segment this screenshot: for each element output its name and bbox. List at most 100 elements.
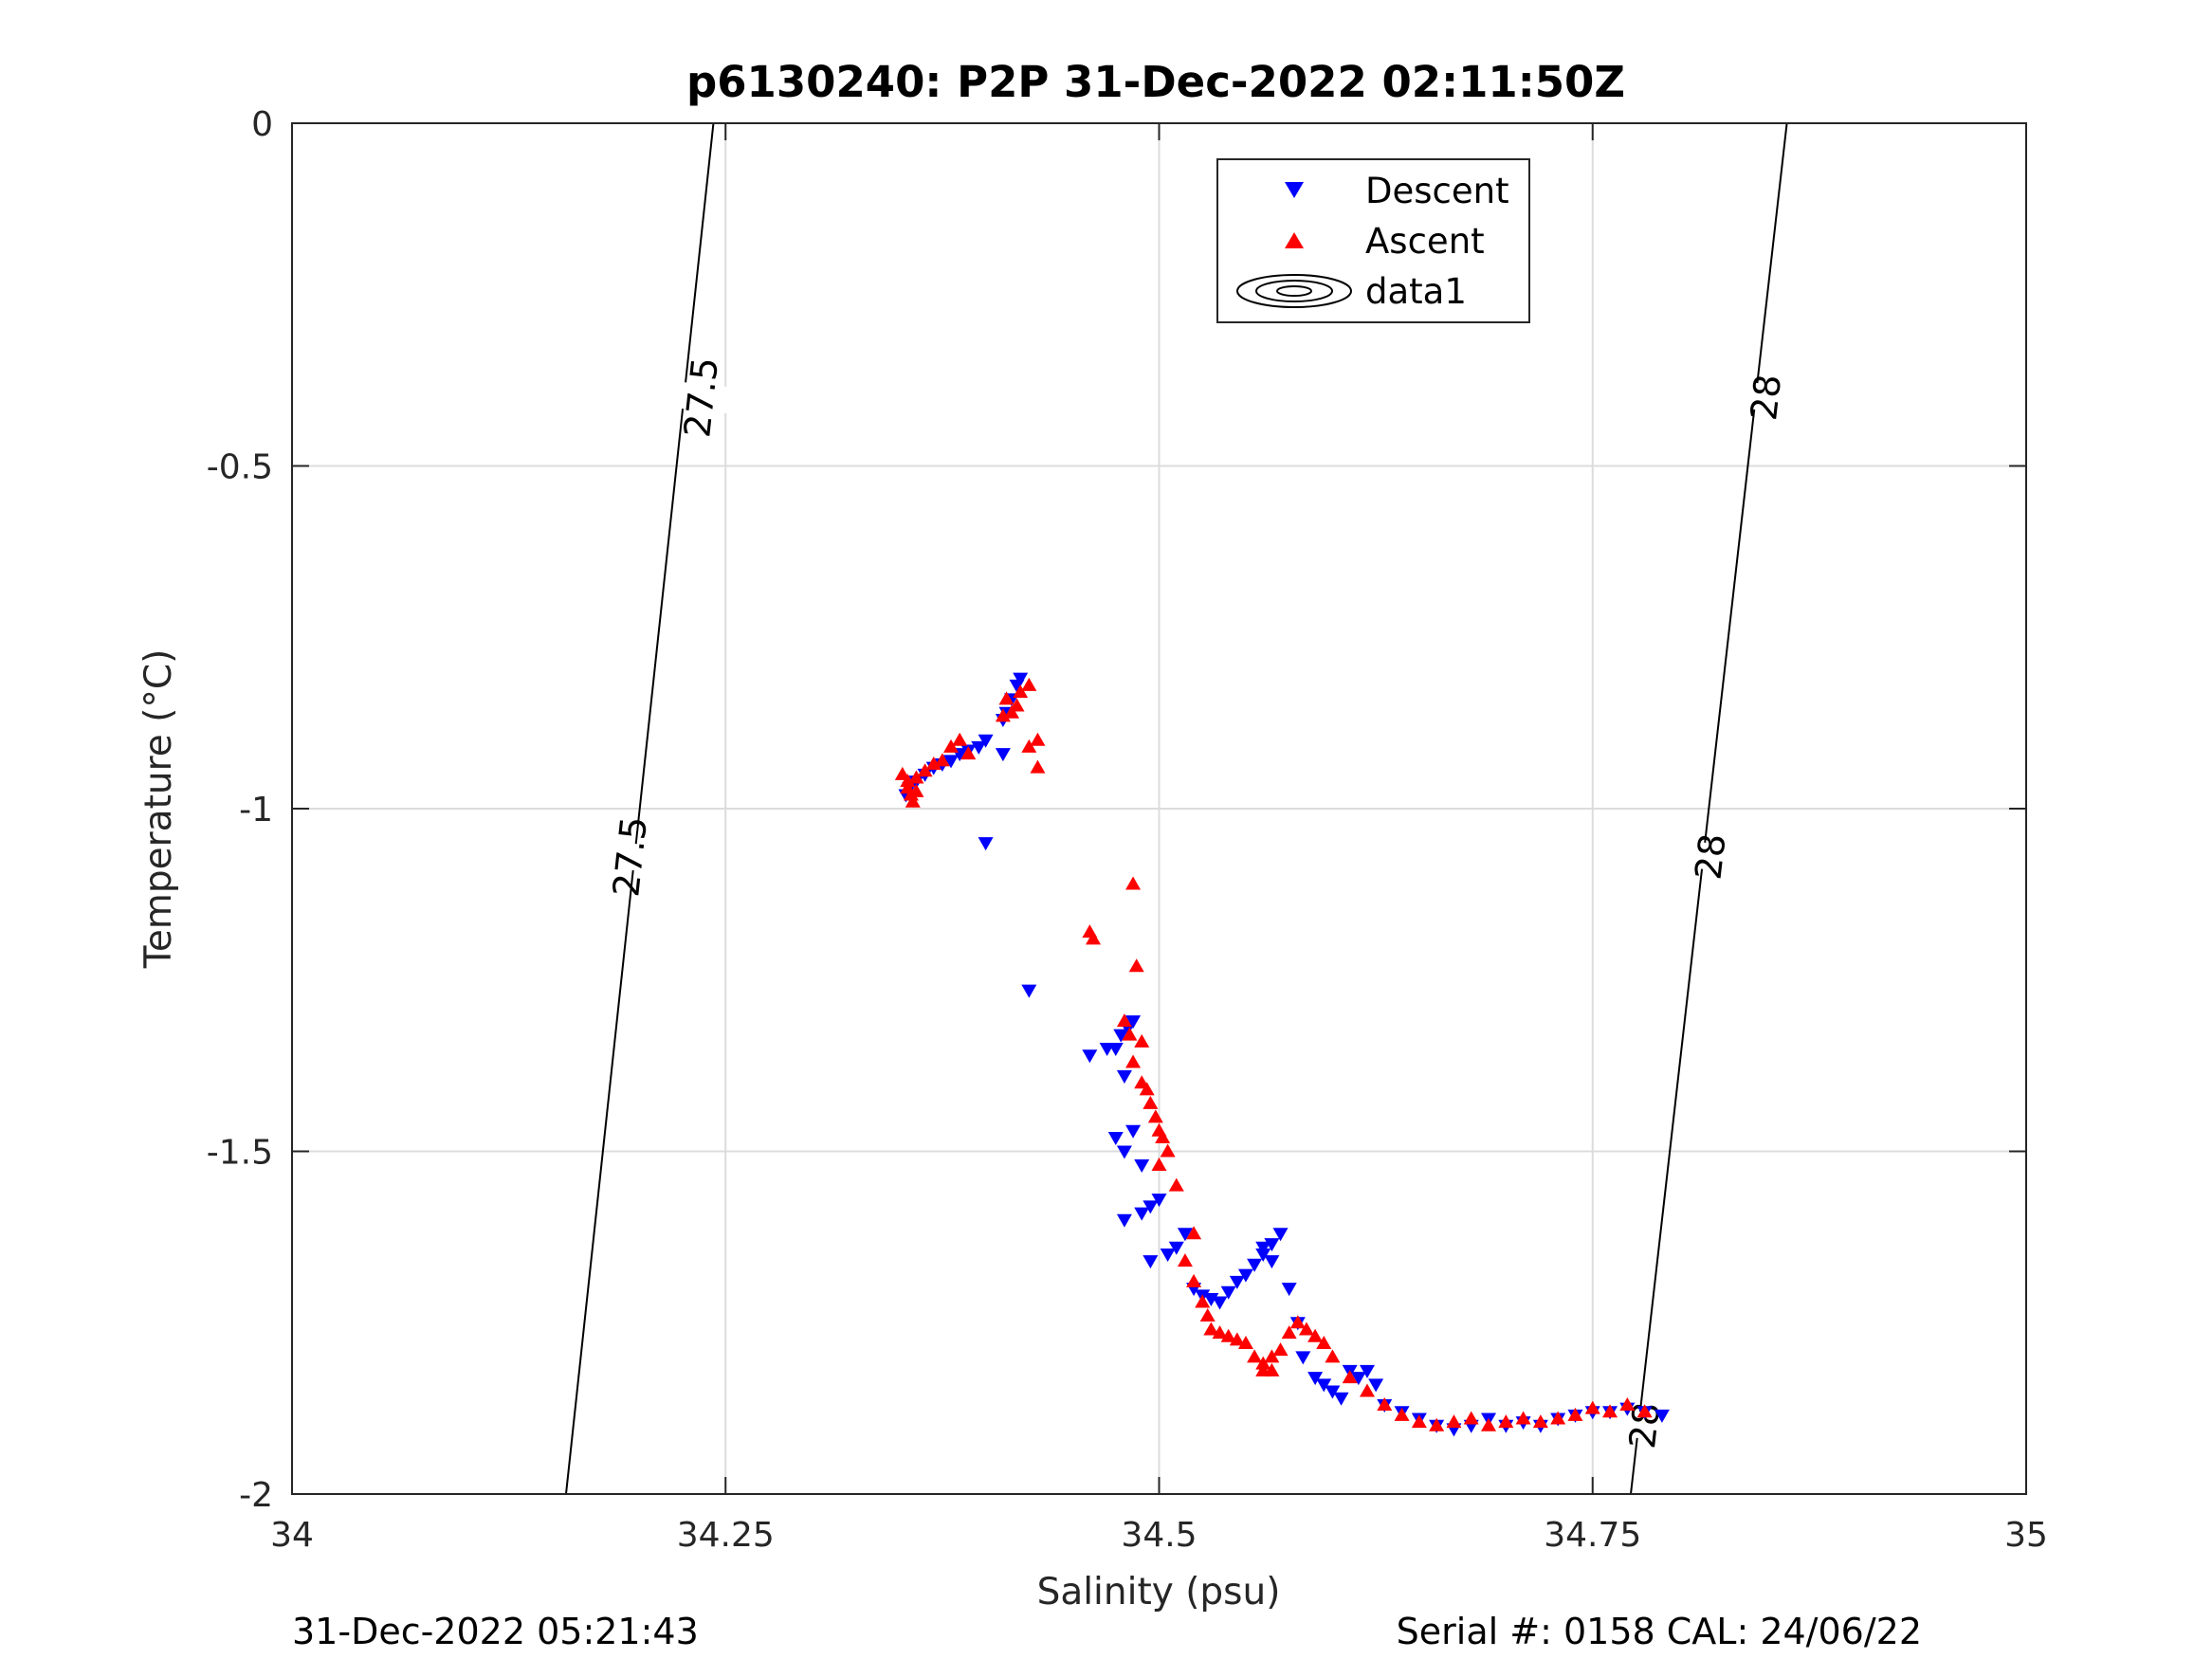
ascent-point [1515,1411,1531,1425]
x-axis-label: Salinity (psu) [1037,1571,1281,1613]
ascent-point [1247,1349,1263,1363]
ascent-point [1203,1322,1219,1336]
descent-point [1082,1049,1098,1064]
descent-point [1143,1255,1159,1269]
ascent-point [925,757,941,771]
footer-serial: Serial #: 0158 CAL: 24/06/22 [1397,1611,1922,1652]
descent-point [1125,1015,1142,1030]
descent-point [1220,1285,1236,1300]
descent-point [1099,1043,1115,1057]
ascent-point [1359,1383,1375,1397]
data-points [894,672,1670,1437]
contour-label-gap [586,838,674,875]
x-tick-label: 34.5 [1121,1516,1197,1555]
descent-point [1212,1296,1228,1310]
ascent-point [952,732,968,746]
ascent-point [943,738,960,753]
ascent-point [1186,1226,1202,1240]
ascent-point [1237,1335,1253,1349]
ascent-point [905,793,921,808]
descent-point [1151,1194,1167,1208]
ascent-point [1281,1325,1297,1340]
descent-point [1237,1268,1253,1283]
descent-point [1125,1124,1142,1139]
contour-line [564,122,715,1495]
ascent-point [1021,677,1037,691]
descent-point [1359,1364,1375,1378]
ascent-point [900,774,916,788]
descent-point [1264,1255,1280,1269]
y-axis-label: Temperature (°C) [137,649,180,970]
ascent-point [1264,1349,1280,1363]
descent-point [1272,1228,1289,1242]
descent-point [1333,1392,1349,1406]
y-tick-label: -1.5 [207,1134,273,1173]
ascent-point [908,770,924,784]
y-axis-ticks: 0 -0.5 -1 -1.5 -2 [207,105,2026,1515]
descent-point [995,748,1011,762]
contour-marker-icon [1236,274,1352,308]
ascent-point [1151,1157,1167,1171]
ascent-point [1550,1411,1566,1425]
ascent-marker-icon [1285,232,1304,248]
ascent-point [1377,1397,1393,1412]
descent-point [971,740,987,755]
ascent-point [1134,1033,1150,1048]
ascent-point [1125,1054,1142,1068]
contour-label-gap [1666,838,1755,875]
descent-point [1168,1241,1184,1255]
contour-label: 28 [1743,373,1789,423]
ascent-point [1567,1407,1583,1421]
descent-point [1203,1292,1219,1306]
grid [292,123,2026,1494]
descent-point [1116,1213,1132,1228]
descent-point [1295,1351,1311,1365]
y-tick-label: -0.5 [207,448,273,487]
ascent-point [1498,1414,1514,1429]
contour-line [1629,122,1788,1495]
descent-point [1134,1207,1150,1221]
ascent-point [1272,1342,1289,1357]
ascent-point [917,763,933,777]
ascent-point [1168,1177,1184,1192]
descent-point [1255,1248,1271,1262]
legend[interactable]: Descent Ascent data1 [1216,158,1530,323]
ascent-point [1325,1349,1341,1363]
ascent-point [1021,738,1037,753]
descent-point [1350,1372,1366,1386]
ascent-point [1289,1315,1306,1329]
ascent-point [1030,759,1046,774]
contour-label: 28 [1688,831,1734,882]
y-tick-label: -2 [239,1476,273,1515]
ascent-point [1155,1130,1171,1144]
contour-label: 27.5 [605,814,655,899]
ascent-point [894,766,910,780]
descent-point [1247,1258,1263,1272]
ascent-point [1446,1414,1462,1429]
descent-point [1013,672,1029,686]
ascent-point [1139,1082,1155,1096]
ascent-point [998,691,1015,705]
descent-point [1307,1372,1324,1386]
ascent-point [1463,1411,1479,1425]
ascent-point [1619,1397,1636,1412]
ascent-point [1199,1308,1216,1322]
descent-point [1116,1145,1132,1159]
descent-point [1107,1132,1124,1146]
descent-point [1021,984,1037,998]
descent-point [1116,1069,1132,1084]
chart-title: p6130240: P2P 31-Dec-2022 02:11:50Z [686,57,1625,107]
ascent-point [1602,1404,1618,1418]
descent-point [943,755,960,769]
ascent-point [1394,1407,1410,1421]
ascent-point [1143,1095,1159,1109]
y-tick-label: -1 [239,791,273,830]
descent-point [978,837,994,851]
contour-label-gap [657,379,745,415]
x-tick-label: 34.25 [677,1516,775,1555]
ascent-point [1316,1335,1332,1349]
descent-point [1229,1275,1245,1289]
footer-timestamp: 31-Dec-2022 05:21:43 [292,1611,699,1652]
